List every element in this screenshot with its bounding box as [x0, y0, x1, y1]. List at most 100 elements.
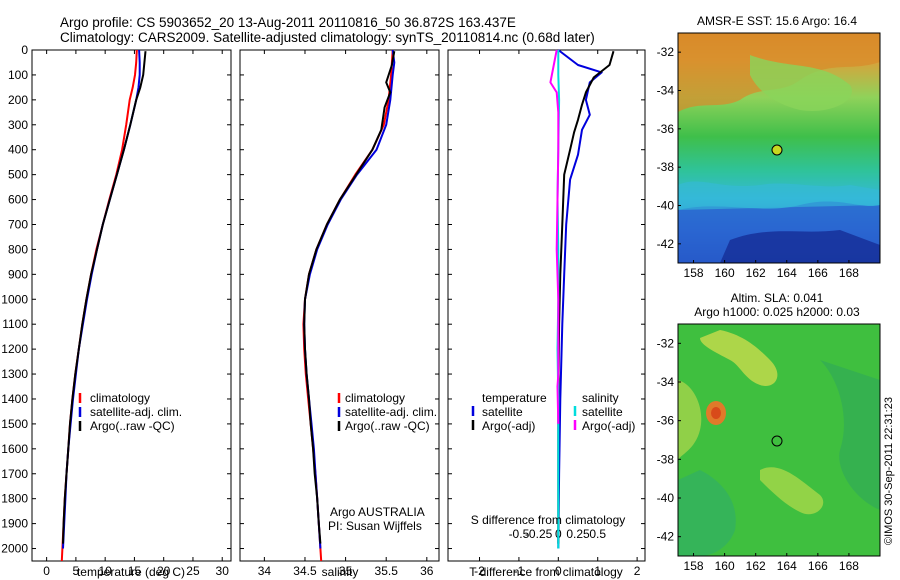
y-tick-label: 800	[8, 242, 28, 256]
x-tick-label: -1	[514, 564, 525, 578]
temperature-legend: climatology satellite-adj. clim. Argo(..…	[78, 391, 182, 433]
x-tick-label: 30	[216, 564, 230, 578]
sla-hot-eddy-core	[711, 407, 721, 419]
map-x-tick-label: 162	[746, 266, 766, 280]
x-tick-label: 35	[339, 564, 353, 578]
map-y-tick-label: -32	[657, 45, 675, 59]
map-y-tick-label: -34	[657, 84, 675, 98]
map-y-tick-label: -38	[657, 452, 675, 466]
legend-label-sal-argo: Argo(-adj)	[582, 419, 635, 433]
series-line-temperature-satellite	[557, 49, 603, 549]
x-tick-label: 0	[43, 564, 50, 578]
map-x-tick-label: 164	[777, 266, 797, 280]
legend-label-argo: Argo(..raw -QC)	[345, 419, 430, 433]
x-tick-label: 36	[420, 564, 434, 578]
difference-chart: -2 -1 0 1 2-0.5-0.25 0 0.25 0.5	[448, 49, 645, 578]
s-tick-label: -0.25	[525, 527, 553, 541]
map-y-tick-label: -40	[657, 491, 675, 505]
sla-map-title-line1: Altim. SLA: 0.041	[731, 291, 824, 305]
x-tick-label: 20	[157, 564, 171, 578]
map-x-tick-label: 168	[839, 266, 859, 280]
sst-map-title: AMSR-E SST: 15.6 Argo: 16.4	[697, 14, 857, 28]
sla-yellow-ridge	[760, 467, 824, 515]
legend-label-temp-argo: Argo(-adj)	[482, 419, 535, 433]
map-y-tick-label: -32	[657, 336, 675, 350]
sst-argo-marker	[771, 144, 783, 156]
map-x-tick-label: 160	[715, 559, 735, 573]
sst-map-frame	[677, 32, 881, 264]
sla-map	[678, 324, 880, 556]
map-x-tick-label: 166	[808, 559, 828, 573]
y-tick-label: 100	[8, 68, 28, 82]
sla-dark-band	[820, 360, 880, 510]
difference-legend: temperature satellite Argo(-adj) salinit…	[471, 391, 635, 433]
series-line-argo-raw-qc	[303, 51, 396, 544]
x-tick-label: 15	[128, 564, 142, 578]
map-y-tick-label: -38	[657, 160, 675, 174]
y-tick-label: 1400	[1, 392, 28, 406]
legend-label-climatology: climatology	[90, 391, 150, 405]
sla-map-axes: 158 160 162 164 166 168 -32 -34 -36 -38 -40 -42	[657, 336, 860, 573]
map-x-tick-label: 166	[808, 266, 828, 280]
x-tick-label: 25	[186, 564, 200, 578]
series-line-argo-raw-qc	[62, 51, 147, 544]
sla-map-title-line2: Argo h1000: 0.025 h2000: 0.03	[694, 305, 860, 319]
map-y-tick-label: -42	[657, 237, 675, 251]
temperature-xlabel: temperature (deg C)	[77, 565, 185, 579]
sst-cold-core	[720, 230, 880, 263]
y-tick-label: 600	[8, 193, 28, 207]
x-tick-label: 10	[98, 564, 112, 578]
y-tick-label: 400	[8, 143, 28, 157]
y-tick-label: 1600	[1, 442, 28, 456]
legend-label-sal-satellite: satellite	[582, 405, 623, 419]
x-tick-label: 34	[258, 564, 272, 578]
y-tick-label: 1700	[1, 467, 28, 481]
x-tick-label: 2	[634, 564, 641, 578]
salinity-panel	[239, 49, 440, 562]
s-tick-label: 0.25	[566, 527, 590, 541]
sla-left-patch	[678, 380, 702, 460]
y-tick-label: 1900	[1, 517, 28, 531]
map-y-tick-label: -36	[657, 122, 675, 136]
salinity-legend: climatology satellite-adj. clim. Argo(..…	[337, 391, 437, 433]
y-tick-label: 1000	[1, 292, 28, 306]
difference-panel	[447, 49, 646, 562]
y-tick-label: 900	[8, 267, 28, 281]
map-y-tick-label: -42	[657, 530, 675, 544]
legend-label-satellite: satellite-adj. clim.	[345, 405, 437, 419]
map-x-tick-label: 158	[684, 266, 704, 280]
series-line-salinity-argo-adj	[549, 49, 560, 424]
y-tick-label: 200	[8, 93, 28, 107]
map-y-tick-label: -34	[657, 375, 675, 389]
y-tick-label: 2000	[1, 542, 28, 556]
salinity-annotation-line1: Argo AUSTRALIA	[330, 505, 425, 519]
legend-title-salinity: salinity	[582, 391, 619, 405]
y-tick-label: 1800	[1, 492, 28, 506]
s-tick-label: -0.5	[509, 527, 530, 541]
map-x-tick-label: 164	[777, 559, 797, 573]
x-tick-label: 34.5	[293, 564, 317, 578]
difference-xlabel-top: S difference from climatology	[471, 513, 626, 527]
y-tick-label: 300	[8, 118, 28, 132]
y-tick-label: 700	[8, 217, 28, 231]
header-line2: Climatology: CARS2009. Satellite-adjuste…	[60, 30, 595, 45]
sst-green-band	[750, 55, 852, 111]
x-tick-label: 35.5	[375, 564, 399, 578]
header-line1: Argo profile: CS 5903652_20 13-Aug-2011 …	[60, 15, 516, 30]
legend-label-climatology: climatology	[345, 391, 405, 405]
sla-teal-region	[678, 470, 736, 556]
sla-yellow-swirl	[700, 330, 778, 386]
temperature-chart: 0 5 10 15 20 25 300100200300400500600700800900…	[1, 43, 231, 578]
sst-map-axes: 158 160 162 164 166 168 -32 -34 -36 -38 -40 -42	[657, 45, 860, 280]
s-tick-label: 0.5	[589, 527, 606, 541]
x-tick-label: 5	[73, 564, 80, 578]
legend-title-temperature: temperature	[482, 391, 547, 405]
salinity-annotation-line2: PI: Susan Wijffels	[328, 519, 422, 533]
legend-label-argo: Argo(..raw -QC)	[90, 419, 175, 433]
map-y-tick-label: -36	[657, 414, 675, 428]
y-tick-label: 500	[8, 168, 28, 182]
sst-cyan-patch	[678, 181, 880, 210]
x-tick-label: 0	[555, 564, 562, 578]
legend-label-satellite: satellite-adj. clim.	[90, 405, 182, 419]
map-x-tick-label: 168	[839, 559, 859, 573]
